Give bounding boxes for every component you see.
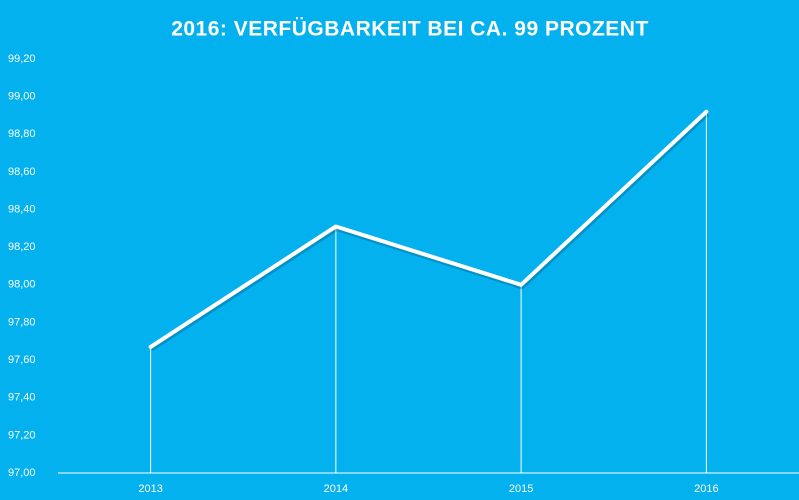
x-tick-label: 2014	[324, 483, 348, 495]
y-tick-label: 97,60	[8, 354, 36, 366]
x-tick-label: 2013	[138, 483, 162, 495]
y-tick-label: 97,00	[8, 467, 36, 479]
y-tick-label: 98,20	[8, 241, 36, 253]
y-tick-label: 97,40	[8, 392, 36, 404]
y-tick-label: 98,80	[8, 128, 36, 140]
y-tick-label: 98,40	[8, 203, 36, 215]
y-tick-label: 97,20	[8, 429, 36, 441]
y-tick-label: 99,20	[8, 53, 36, 65]
line	[148, 109, 709, 349]
y-tick-label: 97,80	[8, 316, 36, 328]
y-tick-label: 98,00	[8, 279, 36, 291]
y-tick-label: 98,60	[8, 166, 36, 178]
x-tick-label: 2016	[694, 483, 718, 495]
chart-title: 2016: VERFÜGBARKEIT BEI CA. 99 PROZENT	[171, 18, 649, 41]
y-tick-label: 99,00	[8, 91, 36, 103]
x-tick-label: 2015	[509, 483, 533, 495]
